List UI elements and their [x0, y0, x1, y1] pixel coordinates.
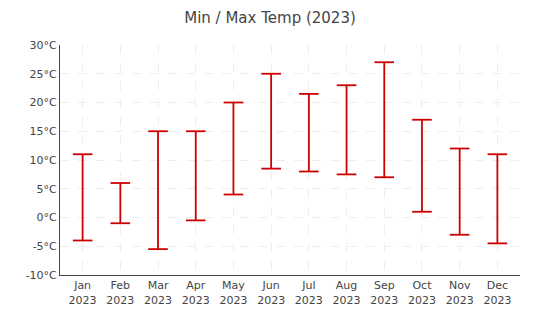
svg-text:20°C: 20°C: [30, 96, 57, 109]
svg-text:Jan2023: Jan2023: [69, 279, 97, 306]
svg-text:-5°C: -5°C: [33, 240, 57, 253]
svg-text:30°C: 30°C: [30, 39, 57, 52]
svg-text:Dec2023: Dec2023: [483, 279, 511, 306]
svg-text:15°C: 15°C: [30, 125, 57, 138]
svg-text:Oct2023: Oct2023: [408, 279, 436, 306]
svg-text:Feb2023: Feb2023: [106, 279, 134, 306]
svg-text:Min / Max Temp (2023): Min / Max Temp (2023): [184, 9, 356, 27]
svg-text:10°C: 10°C: [30, 154, 57, 167]
svg-text:May2023: May2023: [219, 279, 247, 306]
svg-text:0°C: 0°C: [37, 211, 57, 224]
svg-text:Nov2023: Nov2023: [446, 279, 474, 306]
svg-text:5°C: 5°C: [37, 183, 57, 196]
svg-text:25°C: 25°C: [30, 68, 57, 81]
svg-text:-10°C: -10°C: [26, 269, 57, 282]
svg-text:Jun2023: Jun2023: [257, 279, 285, 306]
svg-text:Apr2023: Apr2023: [182, 279, 210, 306]
svg-text:Jul2023: Jul2023: [295, 279, 323, 306]
svg-text:Aug2023: Aug2023: [333, 279, 361, 306]
svg-text:Mar2023: Mar2023: [144, 279, 172, 306]
svg-text:Sep2023: Sep2023: [370, 279, 398, 306]
